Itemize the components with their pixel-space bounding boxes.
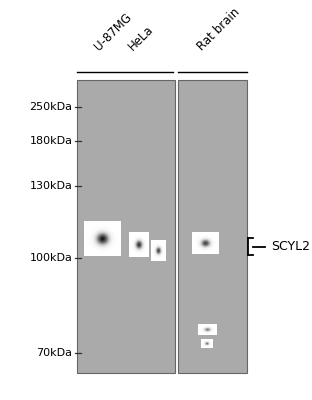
Text: 130kDa: 130kDa <box>30 181 72 191</box>
Text: SCYL2: SCYL2 <box>271 240 310 253</box>
Text: 180kDa: 180kDa <box>29 136 72 146</box>
Text: 100kDa: 100kDa <box>30 253 72 263</box>
Text: U-87MG: U-87MG <box>92 11 134 54</box>
Text: 250kDa: 250kDa <box>29 102 72 112</box>
Text: Rat brain: Rat brain <box>195 6 243 54</box>
Text: HeLa: HeLa <box>126 23 156 54</box>
FancyBboxPatch shape <box>77 80 175 374</box>
Text: 70kDa: 70kDa <box>37 348 72 358</box>
FancyBboxPatch shape <box>178 80 247 374</box>
